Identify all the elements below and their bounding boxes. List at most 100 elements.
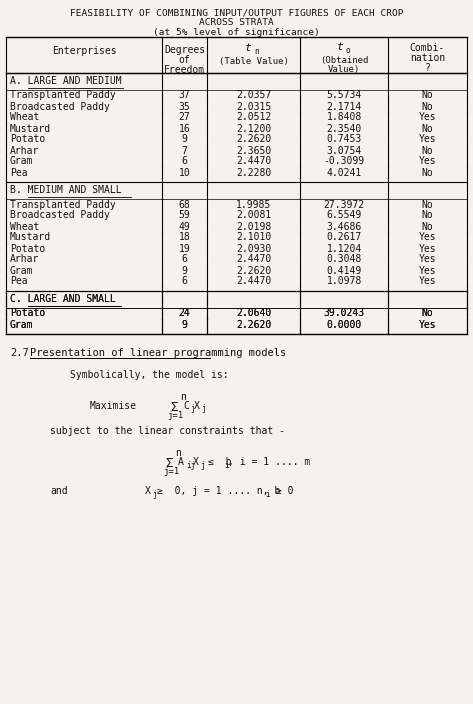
Text: 3.4686: 3.4686 [326, 222, 362, 232]
Text: n: n [175, 448, 181, 458]
Text: Mustard: Mustard [10, 232, 51, 242]
Text: Wheat: Wheat [10, 222, 39, 232]
Text: Combi-: Combi- [410, 43, 445, 53]
Text: C. LARGE AND SMALL: C. LARGE AND SMALL [10, 294, 116, 304]
Text: Yes: Yes [419, 232, 436, 242]
Text: 2.1200: 2.1200 [236, 123, 271, 134]
Text: Yes: Yes [419, 255, 436, 265]
Text: (at 5% level of significance): (at 5% level of significance) [153, 28, 320, 37]
Text: 10: 10 [179, 168, 190, 177]
Text: Yes: Yes [419, 244, 436, 253]
Text: Arhar: Arhar [10, 255, 39, 265]
Text: t: t [337, 42, 343, 52]
Text: i: i [265, 490, 270, 499]
Text: 0.0000: 0.0000 [326, 320, 362, 329]
Text: 19: 19 [179, 244, 190, 253]
Text: B. MEDIUM AND SMALL: B. MEDIUM AND SMALL [10, 185, 122, 195]
Text: No: No [421, 222, 433, 232]
Text: 27: 27 [179, 113, 190, 122]
Text: 9: 9 [182, 265, 187, 275]
Text: ≥ 0: ≥ 0 [270, 486, 294, 496]
Text: 2.0357: 2.0357 [236, 91, 271, 101]
Text: Mustard: Mustard [10, 123, 51, 134]
Text: Value): Value) [328, 65, 360, 74]
Text: Enterprises: Enterprises [52, 46, 116, 56]
Text: 68: 68 [179, 199, 190, 210]
Text: 18: 18 [179, 232, 190, 242]
Text: 2.4470: 2.4470 [236, 255, 271, 265]
Text: Potato: Potato [10, 244, 45, 253]
Text: 2.3650: 2.3650 [236, 146, 271, 156]
Text: 5.5734: 5.5734 [326, 91, 362, 101]
Text: Gram: Gram [10, 156, 34, 167]
Text: 2.0315: 2.0315 [236, 101, 271, 111]
Text: FEASIBILITY OF COMBINING INPUT/OUTPUT FIGURES OF EACH CROP: FEASIBILITY OF COMBINING INPUT/OUTPUT FI… [70, 8, 403, 17]
Text: and: and [50, 486, 68, 496]
Text: subject to the linear constraints that -: subject to the linear constraints that - [50, 426, 285, 436]
Text: No: No [421, 91, 433, 101]
Text: Σ: Σ [165, 457, 173, 470]
Text: 16: 16 [179, 123, 190, 134]
Text: 6: 6 [182, 156, 187, 167]
Text: (Obtained: (Obtained [320, 56, 368, 65]
Text: Yes: Yes [419, 134, 436, 144]
Text: of: of [179, 55, 190, 65]
Text: C. LARGE AND SMALL: C. LARGE AND SMALL [10, 294, 116, 304]
Text: 2.0640: 2.0640 [236, 308, 271, 318]
Text: ≥  0, j = 1 .... n, b: ≥ 0, j = 1 .... n, b [157, 486, 280, 496]
Text: 24: 24 [179, 308, 190, 318]
Text: 2.0640: 2.0640 [236, 308, 271, 318]
Text: 4.0241: 4.0241 [326, 168, 362, 177]
Text: o: o [345, 46, 350, 55]
Text: 2.2280: 2.2280 [236, 168, 271, 177]
Text: 0.3048: 0.3048 [326, 255, 362, 265]
Text: 6.5549: 6.5549 [326, 210, 362, 220]
Text: Potato: Potato [10, 134, 45, 144]
Text: Yes: Yes [419, 113, 436, 122]
Text: Yes: Yes [419, 320, 436, 329]
Text: No: No [421, 168, 433, 177]
Text: Yes: Yes [419, 277, 436, 287]
Text: j: j [201, 404, 206, 413]
Text: 1.8408: 1.8408 [326, 113, 362, 122]
Text: Yes: Yes [419, 156, 436, 167]
Text: j=1: j=1 [163, 467, 179, 476]
Text: Potato: Potato [10, 308, 45, 318]
Text: 9: 9 [182, 320, 187, 329]
Text: 35: 35 [179, 101, 190, 111]
Text: j: j [190, 404, 194, 413]
Text: No: No [421, 308, 433, 318]
Text: 2.3540: 2.3540 [326, 123, 362, 134]
Text: 9: 9 [182, 320, 187, 329]
Text: 2.1714: 2.1714 [326, 101, 362, 111]
Text: 2.4470: 2.4470 [236, 277, 271, 287]
Text: 2.1010: 2.1010 [236, 232, 271, 242]
Text: Symbolically, the model is:: Symbolically, the model is: [70, 370, 228, 380]
Text: Potato: Potato [10, 308, 45, 318]
Text: Gram: Gram [10, 320, 34, 329]
Text: X: X [193, 457, 199, 467]
Text: ACROSS STRATA: ACROSS STRATA [199, 18, 274, 27]
Text: A: A [178, 457, 184, 467]
Text: j=1: j=1 [167, 411, 183, 420]
Text: j: j [200, 461, 205, 470]
Text: Freedom: Freedom [164, 65, 205, 75]
Text: 2.2620: 2.2620 [236, 320, 271, 329]
Text: n: n [254, 47, 259, 56]
Text: Transplanted Paddy: Transplanted Paddy [10, 199, 116, 210]
Text: 39.0243: 39.0243 [324, 308, 365, 318]
Text: Degrees: Degrees [164, 45, 205, 55]
Text: , i = 1 .... m: , i = 1 .... m [228, 457, 310, 467]
Text: 0.2617: 0.2617 [326, 232, 362, 242]
Text: 7: 7 [182, 146, 187, 156]
Text: Arhar: Arhar [10, 146, 39, 156]
Text: No: No [421, 101, 433, 111]
Text: No: No [421, 146, 433, 156]
Text: 24: 24 [179, 308, 190, 318]
Text: C: C [183, 401, 189, 411]
Text: Broadcasted Paddy: Broadcasted Paddy [10, 210, 110, 220]
Text: 2.4470: 2.4470 [236, 156, 271, 167]
Text: Transplanted Paddy: Transplanted Paddy [10, 91, 116, 101]
Text: 3.0754: 3.0754 [326, 146, 362, 156]
Text: t: t [245, 43, 252, 53]
